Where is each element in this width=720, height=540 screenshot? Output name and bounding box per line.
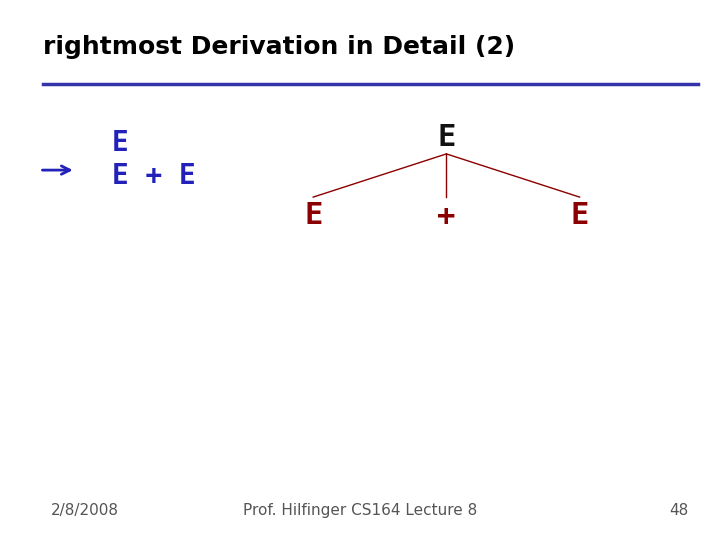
Text: E: E — [112, 129, 128, 157]
Text: E: E — [304, 201, 323, 231]
Text: E + E: E + E — [112, 161, 195, 190]
Text: E: E — [437, 123, 456, 152]
Text: rightmost Derivation in Detail (2): rightmost Derivation in Detail (2) — [43, 35, 516, 59]
Text: 2/8/2008: 2/8/2008 — [50, 503, 118, 518]
Text: E: E — [570, 201, 589, 231]
Text: 48: 48 — [670, 503, 689, 518]
Text: +: + — [437, 201, 456, 231]
Text: Prof. Hilfinger CS164 Lecture 8: Prof. Hilfinger CS164 Lecture 8 — [243, 503, 477, 518]
